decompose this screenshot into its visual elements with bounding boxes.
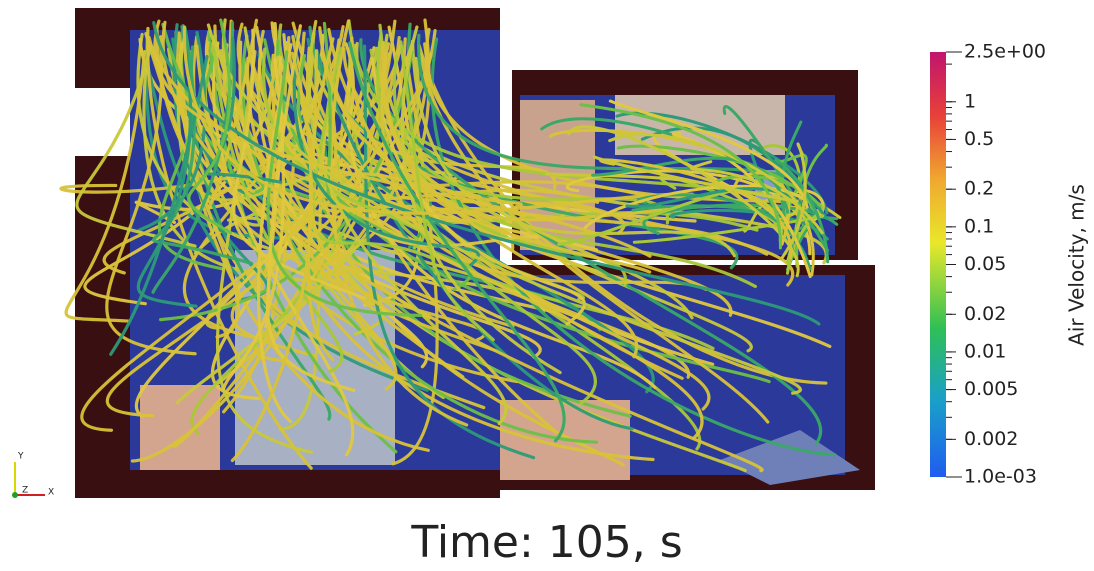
render-view: Y Z X Air Velocity, m/s Time: 105, s 1.0… [0, 0, 1094, 571]
colorbar-tick-label: 0.2 [964, 178, 994, 200]
colorbar-tick-label: 1.0e-03 [964, 466, 1037, 488]
colorbar-tick-label: 0.02 [964, 303, 1006, 325]
colorbar-tick-label: 0.1 [964, 215, 994, 237]
colorbar-tick-label: 2.5e+00 [964, 41, 1046, 63]
triad-label: X [48, 488, 54, 498]
colorbar-tick-label: 0.005 [964, 378, 1018, 400]
body: Y Z X Air Velocity, m/s Time: 105, s 1.0… [0, 0, 1094, 571]
colorbar-tick-label: 0.5 [964, 128, 994, 150]
wall-notch [75, 88, 130, 156]
triad-z [12, 492, 18, 498]
colorbar-tick-label: 1 [964, 90, 976, 112]
axes-triad: Y Z X [12, 452, 54, 499]
colorbar-title: Air Velocity, m/s [1065, 184, 1089, 346]
scene [61, 8, 875, 498]
colorbar-tick-label: 0.01 [964, 340, 1006, 362]
colorbar-tick-label: 0.002 [964, 428, 1018, 450]
colorbar-tick-label: 0.05 [964, 253, 1006, 275]
triad-label: Z [22, 486, 28, 496]
colorbar [930, 52, 946, 477]
time-label: Time: 105, s [410, 517, 682, 568]
triad-label: Y [17, 452, 24, 462]
page: {"colorbar": {"title": "Air Velocity, m/… [0, 0, 1094, 571]
